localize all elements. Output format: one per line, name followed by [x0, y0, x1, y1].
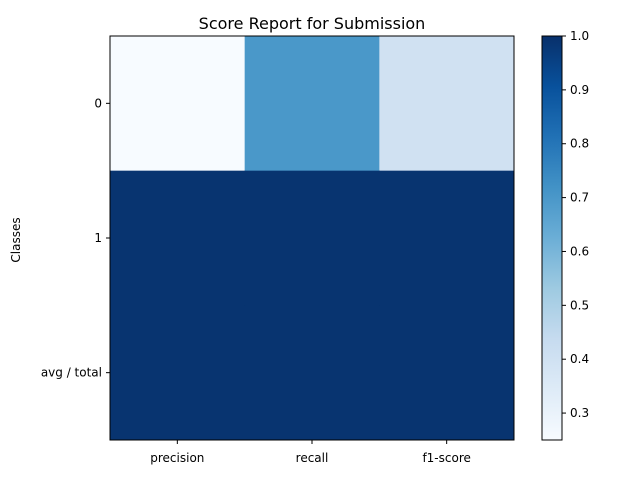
colorbar-tick-label: 0.4	[570, 352, 589, 366]
heatmap-cell	[110, 170, 246, 306]
heatmap-cell	[244, 36, 380, 172]
colorbar-axis: 0.3 0.4 0.5 0.6 0.7 0.8 0.9 1.0	[562, 29, 589, 420]
colorbar-tick-label: 0.3	[570, 406, 589, 420]
heatmap-cell	[379, 305, 515, 441]
y-tick-label: avg / total	[41, 366, 102, 380]
x-tick-label: recall	[296, 451, 329, 465]
x-axis: precision recall f1-score	[150, 440, 471, 465]
y-axis-label: Classes	[9, 217, 23, 262]
colorbar-tick-label: 0.7	[570, 191, 589, 205]
colorbar-tick-label: 0.8	[570, 137, 589, 151]
heatmap-cells	[110, 36, 515, 441]
heatmap-cell	[110, 305, 246, 441]
y-axis: 0 1 avg / total	[41, 96, 110, 380]
colorbar-tick-label: 1.0	[570, 29, 589, 43]
heatmap-cell	[110, 36, 246, 172]
heatmap-cell	[379, 36, 515, 172]
x-tick-label: precision	[150, 451, 204, 465]
heatmap-cell	[244, 170, 380, 306]
colorbar-tick-label: 0.6	[570, 244, 589, 258]
colorbar	[541, 35, 563, 441]
y-tick-label: 0	[94, 96, 102, 110]
heatmap-cell	[379, 170, 515, 306]
chart-title: Score Report for Submission	[199, 14, 426, 33]
heatmap-cell	[244, 305, 380, 441]
x-tick-label: f1-score	[422, 451, 470, 465]
colorbar-tick-label: 0.5	[570, 298, 589, 312]
colorbar-tick-label: 0.9	[570, 83, 589, 97]
y-tick-label: 1	[94, 231, 102, 245]
